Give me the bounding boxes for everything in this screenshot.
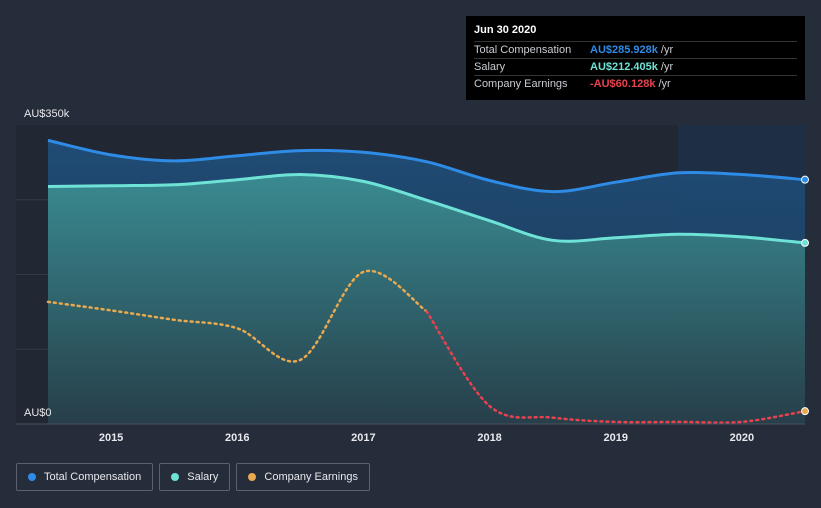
x-tick-label: 2018 (477, 432, 501, 444)
salary-end-point (801, 238, 809, 247)
tooltip-label-earnings: Company Earnings (474, 78, 568, 90)
y-axis-bottom-label: AU$0 (24, 407, 52, 419)
legend-item-company-earnings[interactable]: Company Earnings (236, 463, 370, 491)
x-tick-label: 2019 (604, 432, 628, 444)
tooltip-unit-total: /yr (660, 44, 674, 56)
legend-label: Total Compensation (44, 471, 142, 483)
legend-label: Company Earnings (264, 471, 358, 483)
x-tick-label: 2017 (351, 432, 375, 444)
salary-line (47, 172, 806, 245)
tooltip-unit-earnings: /yr (658, 78, 671, 90)
tooltip-value-salary: AU$212.405k (590, 61, 658, 73)
x-tick-label: 2015 (99, 432, 123, 444)
legend-item-salary[interactable]: Salary (159, 463, 231, 491)
y-axis-top-label: AU$350k (24, 108, 70, 120)
company-earnings-negative-line (425, 309, 807, 424)
legend-dot-icon (171, 473, 180, 481)
tooltip-label-salary: Salary (474, 61, 506, 73)
tooltip-date: Jun 30 2020 (474, 24, 537, 36)
company-earnings-end-point (801, 407, 809, 416)
salary-area (48, 174, 805, 424)
legend-dot-icon (248, 473, 257, 481)
tooltip-row-total: Total Compensation AU$285.928k /yr (474, 41, 797, 58)
x-tick-label: 2020 (730, 432, 754, 444)
total-compensation-end-point (801, 175, 809, 184)
legend: Total Compensation Salary Company Earnin… (16, 463, 370, 491)
legend-dot-icon (28, 473, 36, 481)
series-lines (46, 138, 809, 424)
tooltip-value-total: AU$285.928k (590, 44, 658, 56)
tooltip-unit-salary: /yr (660, 61, 674, 73)
legend-item-total-compensation[interactable]: Total Compensation (16, 463, 154, 491)
legend-label: Salary (187, 471, 219, 483)
x-axis-ticks: 2015 2016 2017 2018 2019 2020 (99, 432, 754, 444)
total-compensation-line (47, 138, 806, 194)
tooltip: Jun 30 2020 Total Compensation AU$285.92… (466, 16, 805, 100)
tooltip-label-total: Total Compensation (474, 44, 572, 56)
x-tick-label: 2016 (225, 432, 249, 444)
series-areas (48, 140, 805, 424)
tooltip-row-earnings: Company Earnings -AU$60.128k /yr (474, 75, 797, 92)
company-earnings-positive-line (46, 269, 428, 363)
tooltip-row-salary: Salary AU$212.405k /yr (474, 58, 797, 75)
tooltip-value-earnings: -AU$60.128k (590, 78, 656, 90)
